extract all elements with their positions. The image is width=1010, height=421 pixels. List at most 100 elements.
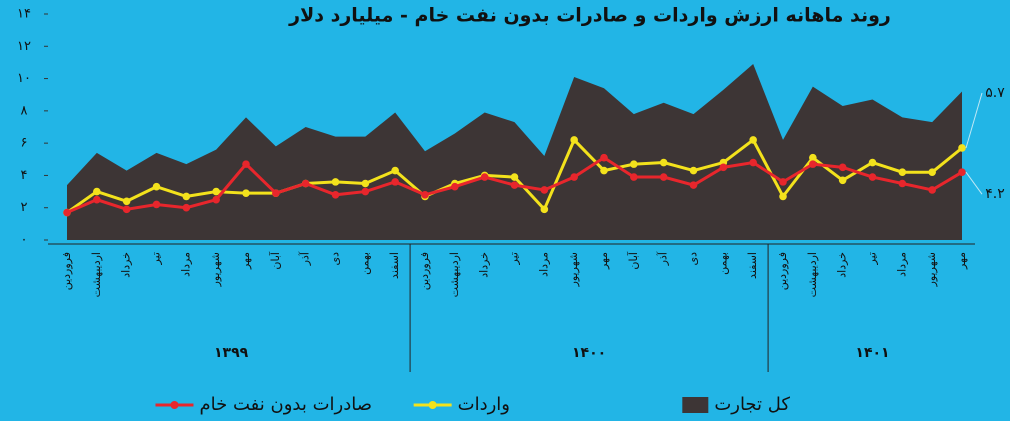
marker xyxy=(898,168,907,176)
marker xyxy=(331,178,340,186)
x-tick-label: دی xyxy=(687,252,700,266)
x-tick-label: اردیبهشت xyxy=(448,252,461,297)
x-tick-label: فروردین xyxy=(60,252,73,290)
marker xyxy=(809,153,817,162)
x-tick-label: خرداد xyxy=(120,252,133,278)
x-tick-label: مرداد xyxy=(537,252,550,277)
marker xyxy=(421,191,429,199)
marker xyxy=(868,158,877,167)
x-tick-label: خرداد xyxy=(478,252,491,278)
legend-swatch xyxy=(428,401,437,409)
marker xyxy=(122,205,131,214)
annotation-leader xyxy=(965,171,983,195)
marker xyxy=(749,136,757,144)
y-tick-label: ۸ xyxy=(21,103,28,118)
y-tick-label: ۶ xyxy=(21,136,28,151)
marker xyxy=(391,166,399,175)
marker xyxy=(958,144,966,152)
x-tick-label: فروردین xyxy=(776,252,789,290)
marker xyxy=(659,173,668,181)
marker xyxy=(242,160,250,168)
marker xyxy=(510,181,519,189)
marker xyxy=(242,189,250,197)
x-tick-label: اسفند xyxy=(746,252,759,279)
x-tick-label: اردیبهشت xyxy=(90,252,103,297)
marker xyxy=(659,158,668,167)
marker xyxy=(689,181,698,189)
marker xyxy=(570,136,578,144)
marker xyxy=(630,160,638,168)
x-tick-label: تیر xyxy=(508,252,521,265)
group-label: ۱۴۰۱ xyxy=(855,345,889,361)
marker xyxy=(600,153,608,162)
annotation-leader xyxy=(965,92,983,149)
x-tick-label: مرداد xyxy=(179,252,192,277)
marker xyxy=(361,179,370,188)
marker xyxy=(540,205,549,214)
legend-swatch xyxy=(170,401,179,409)
legend-label: واردات xyxy=(458,394,510,415)
marker xyxy=(212,187,220,196)
marker xyxy=(212,195,220,204)
marker xyxy=(152,200,161,209)
marker xyxy=(809,160,817,168)
x-tick-label: شهریور xyxy=(567,252,580,287)
annotation: ۵.۷ xyxy=(985,85,1005,101)
x-tick-label: آذر xyxy=(298,251,312,266)
x-tick-label: دی xyxy=(329,252,342,266)
x-tick-label: فروردین xyxy=(418,252,431,290)
y-tick-label: ۲ xyxy=(21,200,28,215)
marker xyxy=(779,192,787,201)
legend-label: کل تجارت xyxy=(714,394,790,415)
x-tick-label: آبان xyxy=(626,251,640,269)
y-tick-label: ۰ xyxy=(21,233,28,248)
marker xyxy=(331,191,340,199)
y-tick-label: ۱۰ xyxy=(17,71,31,86)
group-label: ۱۴۰۰ xyxy=(572,345,606,361)
marker xyxy=(93,195,101,204)
legend-swatch xyxy=(682,397,709,413)
x-tick-label: اردیبهشت xyxy=(806,252,819,297)
marker xyxy=(958,168,966,176)
marker xyxy=(868,173,877,181)
x-tick-label: شهریور xyxy=(209,252,222,287)
marker xyxy=(928,168,936,176)
marker xyxy=(928,186,936,194)
marker xyxy=(749,158,757,167)
area xyxy=(67,64,962,241)
marker xyxy=(93,187,101,196)
x-tick-label: اسفند xyxy=(388,252,401,279)
x-tick-label: خرداد xyxy=(836,252,849,278)
x-tick-label: شهریور xyxy=(925,252,938,287)
marker xyxy=(838,176,847,185)
chart-title: روند ماهانه ارزش واردات و صادرات بدون نف… xyxy=(288,5,891,27)
marker xyxy=(301,179,310,188)
marker xyxy=(122,197,131,206)
x-tick-label: بهمن xyxy=(358,252,371,275)
x-tick-label: مهر xyxy=(955,252,968,270)
y-tick-label: ۴ xyxy=(21,168,28,183)
annotation: ۴.۲ xyxy=(985,186,1005,202)
x-tick-label: آبان xyxy=(268,251,282,269)
marker xyxy=(630,173,638,181)
marker xyxy=(898,179,907,188)
marker xyxy=(570,173,578,181)
x-tick-label: مهر xyxy=(239,252,252,270)
marker xyxy=(838,163,847,172)
x-tick-label: مرداد xyxy=(895,252,908,277)
marker xyxy=(480,173,489,181)
y-tick-label: ۱۴ xyxy=(17,7,31,22)
marker xyxy=(391,178,399,186)
marker xyxy=(182,192,191,201)
marker xyxy=(779,178,787,186)
marker xyxy=(689,166,698,175)
marker xyxy=(63,208,71,217)
x-tick-label: تیر xyxy=(150,252,163,265)
marker xyxy=(152,182,161,191)
marker xyxy=(719,163,728,172)
x-tick-label: مهر xyxy=(597,252,610,270)
marker xyxy=(272,189,280,197)
marker xyxy=(361,187,370,196)
